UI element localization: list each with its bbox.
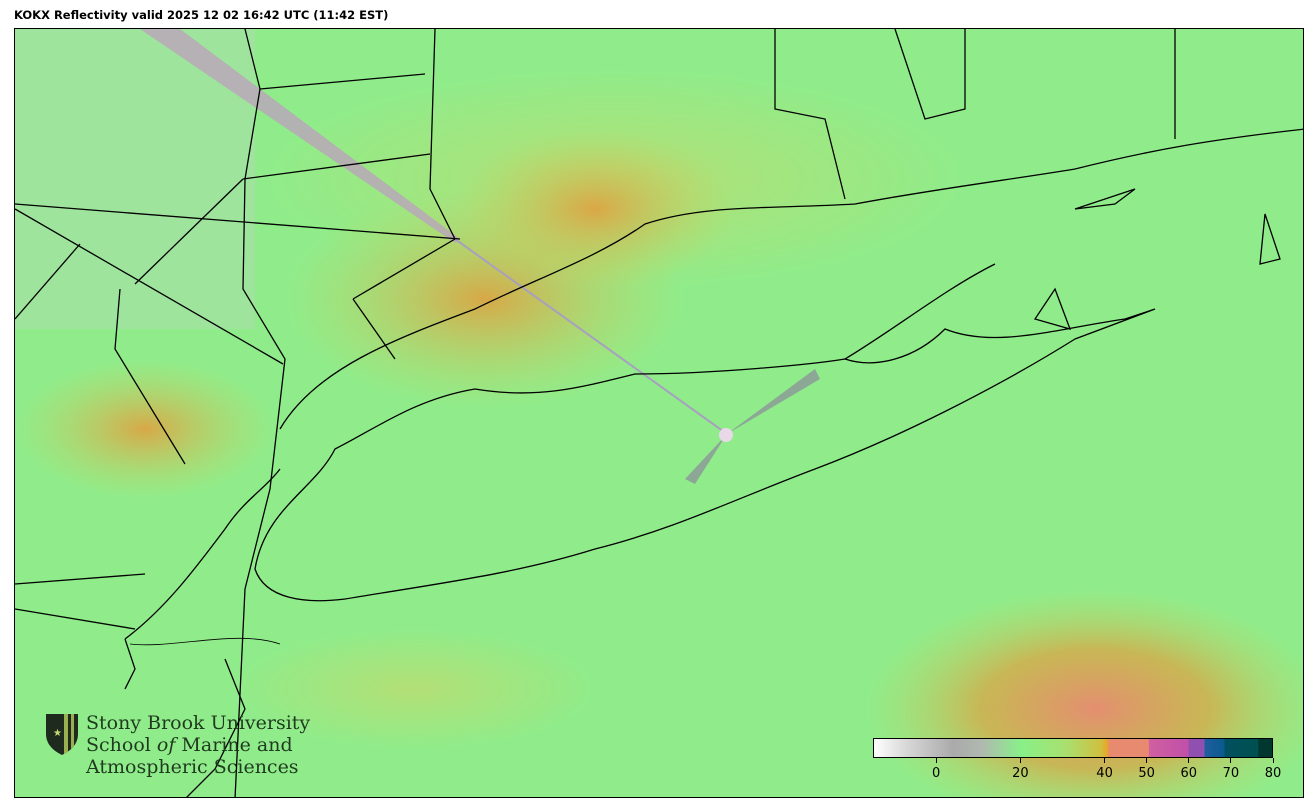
- colorbar-tick: [1019, 758, 1021, 763]
- logo-line-2-of: of: [156, 734, 176, 756]
- county-borders-ct: [774, 29, 1176, 200]
- ct-coastline: [279, 128, 1303, 430]
- echo-band-south: [235, 629, 595, 749]
- nyc-nj-coastline: [15, 468, 281, 797]
- colorbar-tick: [1188, 758, 1190, 763]
- long-island-coastline: [254, 308, 1156, 602]
- reflectivity-colorbar: [873, 738, 1273, 758]
- colorbar-tick-label: 0: [932, 766, 941, 781]
- beam-blockage-artifact: [140, 29, 460, 243]
- colorbar-tick-label: 20: [1012, 766, 1029, 781]
- islands: [844, 188, 1281, 360]
- sbu-somas-logo: ★ Stony Brook University School of Marin…: [44, 712, 310, 778]
- reflectivity-map-svg: [15, 29, 1303, 797]
- colorbar-tick: [935, 758, 937, 763]
- state-borders: [15, 29, 461, 797]
- logo-line-2a: School: [86, 734, 157, 756]
- logo-line-2: School of Marine and: [86, 734, 310, 756]
- sbu-shield-icon: ★: [46, 714, 78, 755]
- shipping-channel: [129, 637, 281, 646]
- colorbar-tick: [1146, 758, 1148, 763]
- colorbar-tick-label: 40: [1096, 766, 1113, 781]
- colorbar-tick-label: 50: [1138, 766, 1155, 781]
- logo-line-2b: Marine and: [175, 734, 293, 756]
- star-icon: ★: [53, 728, 62, 739]
- county-borders: [15, 29, 456, 465]
- echo-cell-ct2: [455, 129, 735, 289]
- colorbar-tick-label: 70: [1222, 766, 1240, 781]
- chart-title: KOKX Reflectivity valid 2025 12 02 16:42…: [14, 8, 389, 22]
- echo-cell-nj: [15, 359, 275, 499]
- logo-line-1: Stony Brook University: [86, 712, 311, 734]
- radar-site-marker: [719, 428, 733, 442]
- colorbar-tick: [1104, 758, 1106, 763]
- beam-artifact-line: [454, 238, 728, 435]
- colorbar-tick: [1230, 758, 1232, 763]
- radar-map: [14, 28, 1304, 798]
- geographic-boundaries: [15, 29, 1303, 797]
- logo-line-3: Atmospheric Sciences: [86, 756, 299, 778]
- clutter-ne: [727, 369, 820, 434]
- colorbar-tick-label: 80: [1264, 766, 1282, 781]
- colorbar-tick: [1272, 758, 1274, 763]
- clutter-sw: [685, 434, 727, 484]
- colorbar-tick-label: 60: [1180, 766, 1198, 781]
